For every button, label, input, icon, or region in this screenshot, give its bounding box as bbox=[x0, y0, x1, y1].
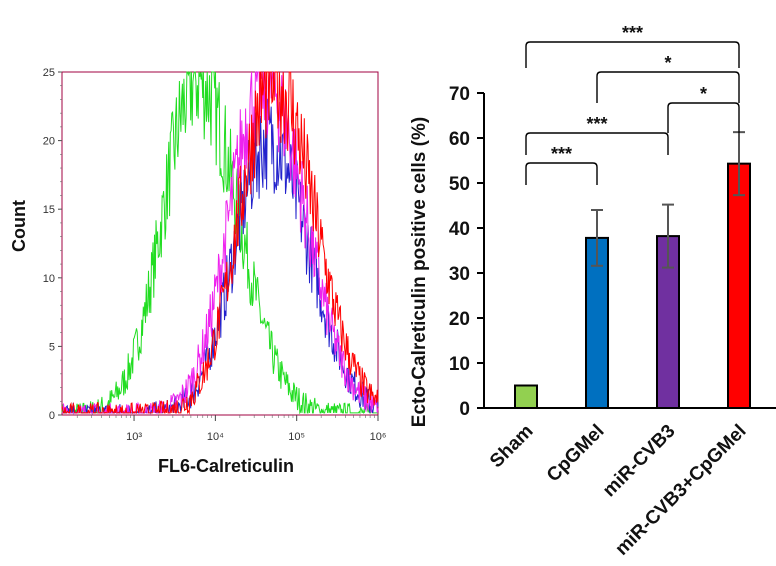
histogram-frame bbox=[61, 71, 379, 416]
significance-brackets: *********** bbox=[525, 23, 740, 185]
histogram-x-tick-label: 10⁴ bbox=[207, 431, 224, 443]
bar-category-label: CpGMel bbox=[543, 421, 609, 487]
significance-bracket bbox=[667, 102, 740, 133]
bar bbox=[514, 384, 538, 409]
histogram-y-tick-label: 0 bbox=[49, 410, 55, 422]
bar-y-tick-label: 60 bbox=[449, 129, 470, 150]
histogram-x-tick-label: 10⁵ bbox=[288, 431, 305, 443]
histogram-x-axis: 10³ 10⁴ 10⁵ 10⁶ bbox=[76, 415, 387, 443]
significance-label: *** bbox=[622, 23, 643, 43]
histogram-x-tick-label: 10⁶ bbox=[370, 431, 387, 443]
histogram-y-label: Count bbox=[9, 200, 29, 252]
significance-bracket bbox=[525, 41, 740, 68]
significance-bracket bbox=[525, 132, 669, 155]
histogram-y-tick-label: 15 bbox=[43, 204, 55, 216]
bar-y-tick-label: 20 bbox=[449, 309, 470, 330]
bar-y-tick-label: 30 bbox=[449, 264, 470, 285]
bar-y-tick-label: 70 bbox=[449, 84, 470, 105]
bar-y-tick-label: 10 bbox=[449, 354, 470, 375]
bar-y-label: Ecto-Calreticulin positive cells (%) bbox=[409, 117, 430, 427]
significance-bracket bbox=[596, 71, 740, 103]
histogram-series-line bbox=[61, 71, 379, 415]
histogram-panel: 0 5 10 15 20 25 10³ 10⁴ 10⁵ 10⁶ FL6-Calreticulin… bbox=[9, 67, 386, 476]
significance-label: *** bbox=[586, 114, 607, 134]
significance-bracket bbox=[525, 162, 598, 185]
significance-label: * bbox=[700, 84, 707, 104]
histogram-series-line bbox=[61, 71, 378, 415]
bar-marks bbox=[514, 131, 751, 409]
histogram-y-tick-label: 10 bbox=[43, 273, 55, 285]
bar-category-label: Sham bbox=[486, 421, 537, 472]
histogram-series bbox=[61, 71, 379, 415]
histogram-y-tick-label: 20 bbox=[43, 136, 55, 148]
bar-y-tick-label: 40 bbox=[449, 219, 470, 240]
significance-label: * bbox=[664, 53, 671, 73]
significance-label: *** bbox=[551, 144, 572, 164]
bar-axes: 0 10 20 30 40 50 60 70 bbox=[449, 84, 776, 420]
histogram-x-tick-label: 10³ bbox=[126, 431, 142, 443]
bar-y-tick-label: 50 bbox=[449, 174, 470, 195]
bar-category-label: miR-CVB3+CpGMel bbox=[611, 421, 750, 560]
histogram-y-axis: 0 5 10 15 20 25 bbox=[43, 67, 62, 422]
bar bbox=[727, 162, 751, 409]
bar-y-tick-label: 0 bbox=[459, 399, 470, 420]
histogram-x-label: FL6-Calreticulin bbox=[158, 456, 294, 476]
histogram-y-tick-label: 5 bbox=[49, 341, 55, 353]
histogram-y-tick-label: 25 bbox=[43, 67, 55, 79]
